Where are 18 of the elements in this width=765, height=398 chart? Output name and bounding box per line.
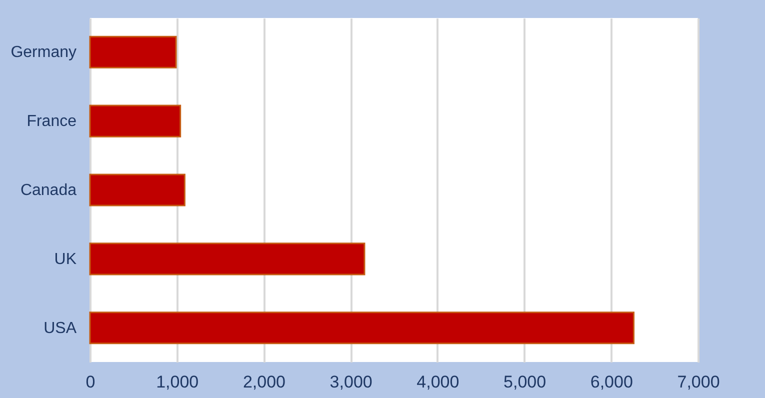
bar — [89, 312, 634, 344]
bar — [89, 36, 177, 68]
y-tick-label: Canada — [20, 182, 77, 199]
x-tick-label: 1,000 — [156, 372, 199, 392]
x-tick-label: 5,000 — [504, 372, 546, 392]
x-tick-label: 0 — [86, 372, 96, 392]
x-tick-label: 7,000 — [677, 372, 720, 392]
bar — [89, 104, 182, 138]
x-tick-label: 3,000 — [330, 372, 372, 392]
x-tick-label: 6,000 — [590, 372, 633, 392]
bar — [89, 242, 366, 276]
x-tick-label: 4,000 — [416, 372, 460, 392]
x-tick-label: 2,000 — [242, 372, 286, 392]
bar — [89, 174, 186, 206]
y-tick-label: UK — [54, 250, 77, 268]
y-tick-label: France — [26, 113, 77, 130]
y-tick-label: Germany — [10, 44, 76, 62]
y-tick-label: USA — [44, 320, 77, 337]
